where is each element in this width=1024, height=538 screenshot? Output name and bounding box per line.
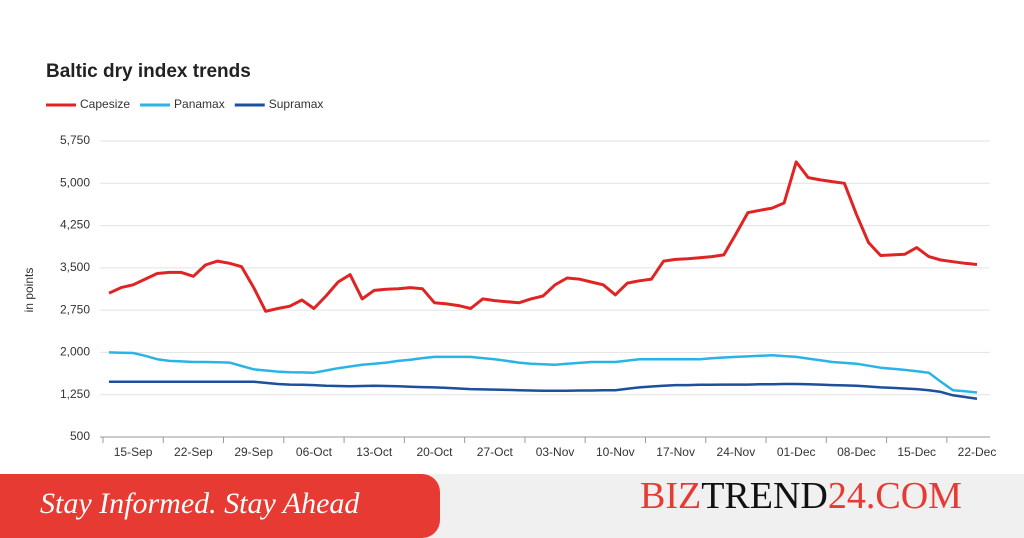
- legend-label: Panamax: [174, 97, 225, 111]
- x-tick-label: 24-Nov: [717, 445, 756, 459]
- y-axis-label: in points: [22, 268, 36, 313]
- y-tick-label: 5,750: [60, 133, 90, 147]
- y-tick-label: 500: [70, 429, 90, 443]
- x-tick-label: 03-Nov: [536, 445, 575, 459]
- y-tick-label: 4,250: [60, 218, 90, 232]
- legend-label: Supramax: [269, 97, 324, 111]
- x-tick-label: 27-Oct: [477, 445, 514, 459]
- brand-part: TREND: [701, 475, 828, 517]
- x-tick-label: 10-Nov: [596, 445, 635, 459]
- x-tick-label: 17-Nov: [656, 445, 695, 459]
- series-line: [109, 380, 978, 400]
- brand-part: BIZ: [640, 475, 702, 517]
- y-tick-label: 2,750: [60, 302, 90, 316]
- series-line: [108, 160, 978, 313]
- x-tick-label: 01-Dec: [777, 445, 816, 459]
- brand-part: 24.COM: [827, 475, 962, 517]
- x-tick-label: 22-Dec: [958, 445, 997, 459]
- x-tick-label: 13-Oct: [356, 445, 393, 459]
- footer: Stay Informed. Stay Ahead BIZTREND24.COM: [0, 474, 1024, 538]
- x-tick-label: 08-Dec: [837, 445, 876, 459]
- x-tick-label: 06-Oct: [296, 445, 333, 459]
- x-tick-label: 15-Sep: [114, 445, 153, 459]
- y-tick-label: 3,500: [60, 260, 90, 274]
- x-tick-label: 29-Sep: [234, 445, 273, 459]
- y-tick-label: 5,000: [60, 175, 90, 189]
- y-tick-label: 1,250: [60, 387, 90, 401]
- chart: Baltic dry index trends in points 500 1,2…: [22, 61, 997, 459]
- chart-title: Baltic dry index trends: [46, 61, 251, 82]
- tagline: Stay Informed. Stay Ahead: [0, 474, 440, 538]
- brand: BIZTREND24.COM: [640, 474, 962, 518]
- x-tick-label: 20-Oct: [416, 445, 453, 459]
- legend-label: Capesize: [80, 97, 130, 111]
- y-tick-label: 2,000: [60, 345, 90, 359]
- series-line: [108, 351, 978, 394]
- x-tick-label: 22-Sep: [174, 445, 213, 459]
- x-tick-label: 15-Dec: [897, 445, 936, 459]
